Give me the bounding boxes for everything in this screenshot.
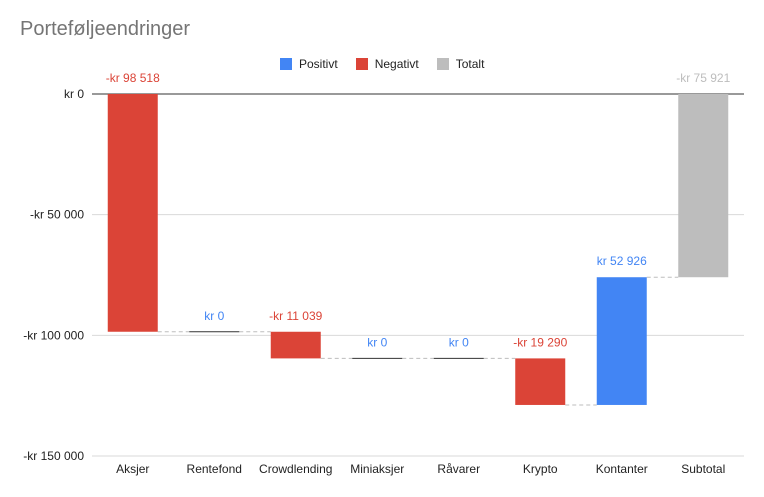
x-tick-label: Aksjer — [116, 462, 149, 476]
data-label: -kr 98 518 — [106, 71, 160, 85]
data-label: -kr 75 921 — [676, 71, 730, 85]
legend-swatch-negative — [355, 58, 368, 70]
x-tick-label: Rentefond — [187, 462, 242, 476]
data-label: kr 52 926 — [597, 254, 647, 268]
chart-title: Porteføljeendringer — [20, 18, 191, 40]
data-label: kr 0 — [204, 309, 224, 323]
bar — [270, 331, 321, 359]
legend-label-total: Totalt — [455, 57, 485, 71]
data-label: -kr 19 290 — [513, 335, 567, 349]
bar — [596, 277, 647, 405]
bar — [678, 94, 729, 278]
legend-label-negative: Negativt — [374, 57, 419, 71]
data-label: kr 0 — [449, 335, 469, 349]
x-tick-label: Subtotal — [681, 462, 725, 476]
y-tick-label: -kr 50 000 — [30, 208, 84, 222]
bar — [515, 358, 566, 405]
x-tick-label: Råvarer — [437, 462, 480, 476]
data-label: -kr 11 039 — [269, 309, 322, 323]
legend-swatch-positive — [280, 58, 292, 70]
legend-swatch-total — [436, 58, 449, 70]
x-tick-label: Miniaksjer — [350, 462, 404, 476]
chart-legend: Positivt Negativt Totalt — [280, 57, 484, 71]
data-label: kr 0 — [367, 335, 387, 349]
bar — [107, 94, 158, 332]
legend-label-positive: Positivt — [299, 57, 338, 71]
x-tick-label: Krypto — [523, 462, 558, 476]
y-tick-label: -kr 150 000 — [23, 449, 84, 463]
y-tick-label: -kr 100 000 — [23, 328, 84, 342]
legend-item-negative: Negativt — [355, 57, 419, 71]
y-tick-label: kr 0 — [64, 87, 84, 101]
legend-item-total: Totalt — [436, 57, 485, 71]
legend-item-positive: Positivt — [280, 57, 338, 71]
x-tick-label: Crowdlending — [259, 462, 332, 476]
x-tick-label: Kontanter — [596, 462, 648, 476]
